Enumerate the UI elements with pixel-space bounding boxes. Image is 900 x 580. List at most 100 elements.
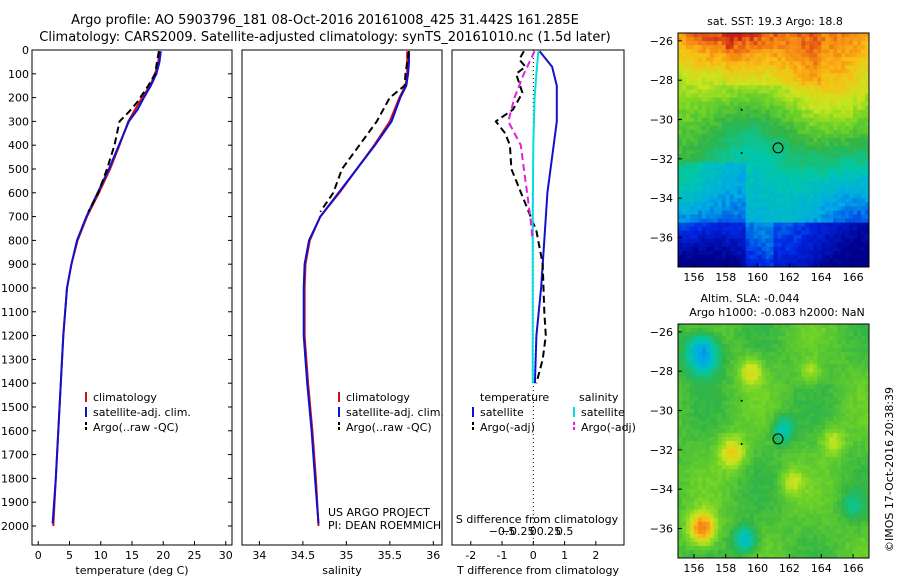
sla-map-cell xyxy=(697,453,703,458)
sla-map-cell xyxy=(693,352,699,357)
sst-map-cell xyxy=(733,109,739,115)
sla-map-cell xyxy=(721,420,727,426)
sst-map-cell xyxy=(813,242,818,248)
sst-map-cell xyxy=(697,254,703,260)
sst-map-cell xyxy=(829,170,834,175)
sst-map-cell xyxy=(821,137,826,143)
sla-map-cell xyxy=(829,348,834,353)
sla-map-cell xyxy=(689,432,695,438)
sla-map-cell xyxy=(781,372,786,377)
sst-map-cell xyxy=(741,198,747,203)
sst-map-cell xyxy=(825,170,830,175)
sst-map-cell xyxy=(685,41,691,46)
sla-map-cell xyxy=(841,408,846,414)
sst-map-cell xyxy=(705,109,711,115)
sla-map-cell xyxy=(821,441,826,446)
sla-map-cell xyxy=(725,400,731,406)
sst-map-cell xyxy=(813,97,818,102)
sla-map-cell xyxy=(841,344,846,349)
sst-map-cell xyxy=(693,101,699,107)
sst-map-cell xyxy=(709,166,715,171)
sla-map-cell xyxy=(709,368,715,373)
sst-map-cell xyxy=(697,238,703,244)
sst-map-cell xyxy=(841,190,846,195)
sla-map-cell xyxy=(769,340,774,345)
sla-map-cell xyxy=(761,473,766,478)
sst-map-cell xyxy=(729,186,735,191)
sla-map-cell xyxy=(793,332,798,337)
sla-map-cell xyxy=(837,469,842,474)
sla-map-cell xyxy=(761,477,766,482)
sla-map-cell xyxy=(757,372,762,377)
sla-map-cell xyxy=(761,428,766,434)
sst-map-cell xyxy=(757,101,762,107)
sst-map-cell xyxy=(809,230,814,236)
sst-map-cell xyxy=(765,186,770,191)
salinity-series-satelliteadjclim xyxy=(302,51,410,524)
sla-map-cell xyxy=(781,392,786,398)
sst-map-cell xyxy=(793,230,798,236)
sst-map-cell xyxy=(793,121,798,127)
sla-map-cell xyxy=(825,324,830,329)
sst-map-cell xyxy=(857,129,862,135)
sst-map-cell xyxy=(765,218,770,224)
sst-map-cell xyxy=(797,202,802,207)
sst-map-cell xyxy=(737,254,743,260)
sst-map-cell xyxy=(865,45,870,50)
sst-map-cell xyxy=(817,37,822,42)
sst-map-cell xyxy=(829,129,834,135)
sst-map-cell xyxy=(769,182,774,187)
sla-map-cell xyxy=(841,432,846,438)
sla-map-cell xyxy=(753,344,758,349)
sst-map-cell xyxy=(781,206,786,211)
sla-map-cell xyxy=(793,348,798,353)
sla-map-cell xyxy=(801,388,806,393)
sla-map-cell xyxy=(789,457,794,462)
sla-map-cell xyxy=(678,453,683,458)
sla-map-cell xyxy=(845,396,850,402)
sla-map-cell xyxy=(733,449,739,454)
sla-map-cell xyxy=(805,485,810,490)
sst-map-cell xyxy=(853,129,858,135)
sla-map-cell xyxy=(837,420,842,426)
sla-map-cell xyxy=(701,457,707,462)
sst-map-cell xyxy=(789,246,794,252)
sst-map-cell xyxy=(733,178,739,183)
sst-map-cell xyxy=(785,113,790,119)
sst-map-cell xyxy=(761,101,766,107)
sst-map-cell xyxy=(697,214,703,219)
sst-map-cell xyxy=(849,81,854,86)
sst-map-cell xyxy=(861,49,866,54)
sst-map-cell xyxy=(749,250,755,256)
sla-map-cell xyxy=(717,340,723,345)
sla-map-cell xyxy=(713,360,719,365)
sst-map-cell xyxy=(717,214,723,219)
sst-map-cell xyxy=(689,258,695,264)
sst-map-cell xyxy=(745,117,751,123)
sst-map-cell xyxy=(749,93,755,98)
sst-map-cell xyxy=(721,125,727,131)
map-ytick-label: −34 xyxy=(650,192,673,205)
sla-map-cell xyxy=(861,424,866,430)
temperature-ytick-label: 500 xyxy=(8,163,29,176)
sst-map-cell xyxy=(685,170,691,175)
sst-map-cell xyxy=(781,178,786,183)
map-xtick-label: 162 xyxy=(779,271,800,284)
sst-map-cell xyxy=(741,206,747,211)
sst-map-cell xyxy=(857,125,862,131)
sla-map-cell xyxy=(857,461,862,466)
sst-map-cell xyxy=(821,250,826,256)
sst-map-cell xyxy=(857,49,862,54)
sst-map-cell xyxy=(781,182,786,187)
sst-map-cell xyxy=(781,250,786,256)
sst-map-cell xyxy=(745,45,751,50)
sst-map-cell xyxy=(817,254,822,260)
sla-map-cell xyxy=(773,449,778,454)
sst-map-cell xyxy=(757,234,762,240)
sst-map-cell xyxy=(857,150,862,155)
sst-map-cell xyxy=(841,218,846,224)
temperature-series-group xyxy=(51,51,162,527)
sst-map-cell xyxy=(793,33,798,38)
sla-map-cell xyxy=(753,412,758,418)
sla-map-cell xyxy=(809,469,814,474)
